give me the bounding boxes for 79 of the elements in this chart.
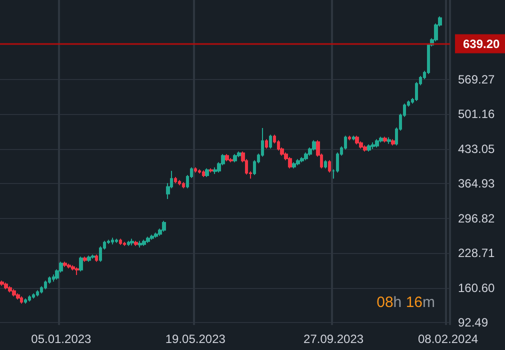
candlestick	[119, 238, 122, 246]
candlestick	[229, 158, 233, 163]
candlestick	[16, 292, 20, 300]
candlestick	[265, 138, 268, 149]
candlestick	[367, 144, 371, 152]
candlestick	[71, 264, 75, 271]
candlestick	[174, 176, 177, 184]
candlestick	[4, 282, 8, 290]
candlestick	[52, 274, 55, 282]
candlestick	[127, 240, 130, 246]
candlestick	[130, 238, 134, 246]
candlestick	[36, 290, 39, 297]
candlestick	[8, 286, 12, 293]
y-tick-label: 228.71	[458, 246, 496, 260]
y-tick-label: 160.60	[458, 280, 496, 295]
candlestick	[363, 144, 367, 152]
ref-line-label: 639.20	[463, 36, 500, 51]
candlestick	[324, 160, 327, 169]
candlestick	[209, 168, 213, 173]
candlestick	[237, 151, 241, 158]
annotation: 08h 16m	[376, 294, 436, 311]
candlestick	[352, 135, 355, 141]
candlestick	[20, 296, 23, 304]
candlestick	[115, 238, 118, 244]
candlestick	[83, 256, 87, 262]
candlestick	[328, 160, 331, 173]
candlestick	[296, 158, 300, 166]
candlestick	[233, 154, 237, 163]
candlestick	[300, 156, 304, 163]
candlestick	[371, 142, 375, 150]
candlestick	[28, 294, 31, 302]
candlestick	[67, 263, 71, 269]
candlestick	[91, 254, 95, 260]
candlestick	[194, 166, 197, 173]
candlestick	[138, 240, 142, 248]
y-tick-label: 501.16	[458, 107, 496, 122]
candlestick	[146, 236, 150, 244]
candlestick	[32, 292, 35, 299]
candlestick	[288, 156, 292, 169]
candlestick	[198, 168, 201, 174]
candlestick	[225, 154, 229, 162]
candlestick	[154, 232, 158, 238]
candlestick	[142, 239, 146, 246]
y-tick-label: 569.27	[458, 72, 496, 86]
candlestick	[87, 255, 91, 262]
x-tick-label: 08.02.2024	[418, 332, 478, 346]
candlestick	[269, 134, 272, 149]
candlestick	[391, 138, 395, 146]
candlestick	[178, 180, 181, 186]
x-tick-label: 05.01.2023	[31, 332, 92, 346]
candlestick	[292, 162, 296, 169]
candlestick	[383, 136, 387, 143]
candlestick	[162, 220, 166, 232]
y-tick-label: 92.49	[458, 316, 488, 330]
candlestick	[348, 135, 351, 141]
candlestick	[63, 261, 67, 268]
candlestick	[312, 140, 316, 152]
candlestick	[44, 280, 47, 290]
y-tick-label: 296.82	[458, 211, 496, 226]
x-tick-label: 27.09.2023	[304, 332, 364, 346]
candlestick	[387, 136, 391, 144]
candlestick	[134, 240, 138, 246]
candlestick	[205, 168, 209, 178]
candlestick	[79, 256, 83, 272]
candlestick	[202, 170, 205, 178]
candlestick	[95, 254, 98, 262]
candlestick	[123, 241, 126, 246]
candlestick	[75, 266, 79, 276]
candlestick	[182, 182, 185, 189]
candlestick	[111, 237, 114, 245]
x-tick-label: 19.05.2023	[165, 332, 226, 346]
y-tick-label: 433.05	[458, 142, 496, 156]
candlestick	[24, 298, 27, 304]
candlestick	[150, 234, 154, 240]
candlestick	[12, 288, 16, 297]
candlestick	[375, 138, 379, 148]
candlestick	[355, 135, 359, 145]
y-tick-label: 364.93	[458, 176, 496, 191]
candlestick	[0, 280, 4, 286]
